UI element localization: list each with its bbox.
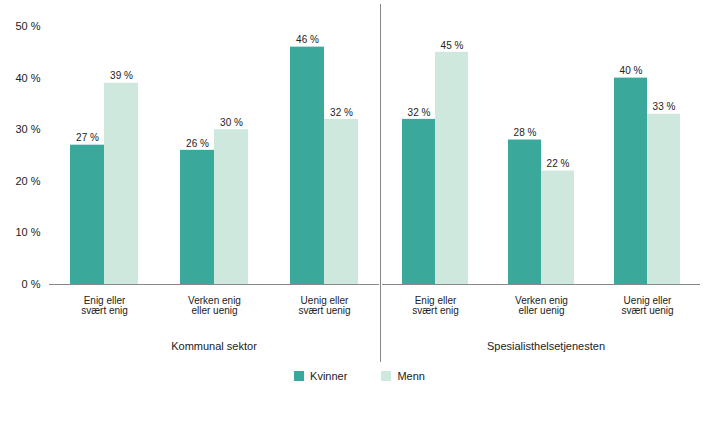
svg-text:10 %: 10 % xyxy=(15,226,40,238)
svg-text:Enig ellersvært enig: Enig ellersvært enig xyxy=(412,295,459,316)
svg-text:40 %: 40 % xyxy=(15,72,40,84)
html-text:Spesialisthelsetjenesten: Spesialisthelsetjenesten xyxy=(487,340,605,352)
svg-text:50 %: 50 % xyxy=(15,20,40,32)
html-text:Kvinner: Kvinner xyxy=(310,370,348,382)
svg-text:32 %: 32 % xyxy=(330,107,353,118)
svg-text:Uenig ellersvært uenig: Uenig ellersvært uenig xyxy=(298,295,350,316)
svg-text:Verken enigeller uenig: Verken enigeller uenig xyxy=(188,295,241,316)
svg-text:20 %: 20 % xyxy=(15,175,40,187)
svg-text:28 %: 28 % xyxy=(514,127,537,138)
svg-text:33 %: 33 % xyxy=(653,101,676,112)
svg-text:22 %: 22 % xyxy=(547,158,570,169)
html-text:Menn: Menn xyxy=(397,370,425,382)
svg-text:0 %: 0 % xyxy=(22,278,41,290)
svg-text:26 %: 26 % xyxy=(186,138,209,149)
svg-text:Verken enigeller uenig: Verken enigeller uenig xyxy=(515,295,568,316)
svg-text:Uenig ellersvært uenig: Uenig ellersvært uenig xyxy=(621,295,673,316)
svg-text:30 %: 30 % xyxy=(220,117,243,128)
svg-text:Enig ellersvært enig: Enig ellersvært enig xyxy=(81,295,128,316)
svg-text:46 %: 46 % xyxy=(296,34,319,45)
svg-text:39 %: 39 % xyxy=(110,70,133,81)
html-text:Kommunal sektor: Kommunal sektor xyxy=(171,340,257,352)
svg-text:27 %: 27 % xyxy=(76,132,99,143)
svg-text:45 %: 45 % xyxy=(441,40,464,51)
svg-text:40 %: 40 % xyxy=(620,65,643,76)
svg-text:32 %: 32 % xyxy=(408,107,431,118)
svg-text:30 %: 30 % xyxy=(15,123,40,135)
